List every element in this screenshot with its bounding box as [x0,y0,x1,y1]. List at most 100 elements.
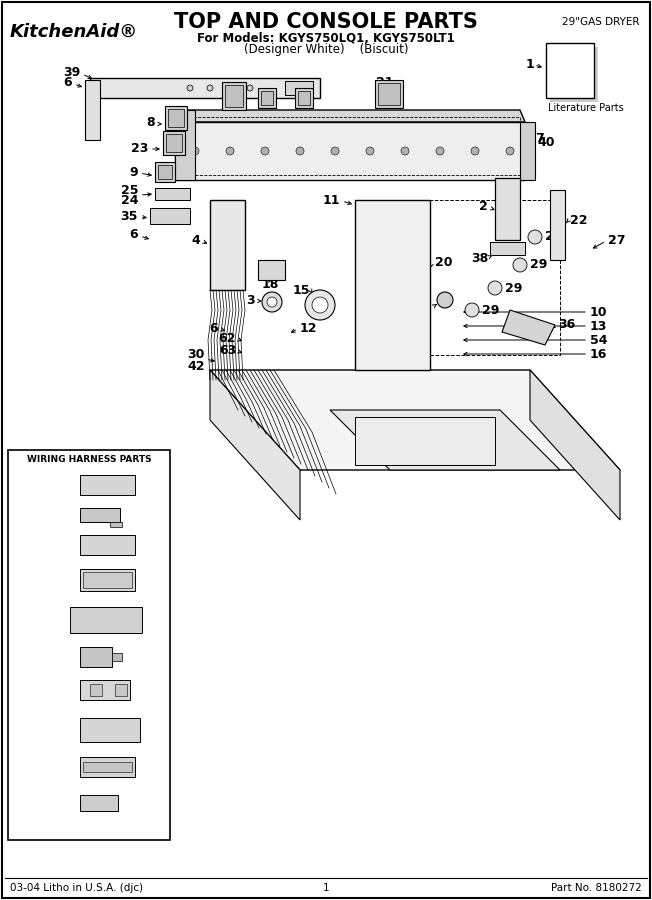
Text: 16: 16 [590,347,608,361]
Text: 63: 63 [219,344,236,356]
Text: 24: 24 [121,194,138,206]
Bar [546,43,594,98]
Text: 29: 29 [505,282,522,294]
Text: 36: 36 [558,319,575,331]
Polygon shape [175,122,525,180]
Bar [158,165,172,179]
Text: 17: 17 [283,84,301,96]
Circle shape [247,85,253,91]
Circle shape [528,230,542,244]
Text: Part No. 8180272: Part No. 8180272 [551,883,642,893]
Polygon shape [550,190,565,260]
Text: 25: 25 [121,184,138,197]
Bar [80,680,130,700]
Bar [375,80,403,108]
Bar [80,475,135,495]
Text: 3: 3 [246,293,255,307]
Bar [225,85,243,107]
Text: 2: 2 [479,201,488,213]
Text: For Models: KGYS750LQ1, KGYS750LT1: For Models: KGYS750LQ1, KGYS750LT1 [197,32,455,44]
Bar [80,757,135,777]
Circle shape [226,147,234,155]
Circle shape [437,292,453,308]
Text: 39: 39 [63,67,80,79]
Circle shape [227,85,233,91]
Text: (Designer White)    (Biscuit): (Designer White) (Biscuit) [244,43,408,57]
Bar [163,131,185,155]
Bar [168,109,184,127]
Polygon shape [210,200,245,290]
Bar [115,684,127,696]
Polygon shape [330,410,560,470]
Text: 33: 33 [35,760,52,773]
Circle shape [261,147,269,155]
Text: 1: 1 [323,883,329,893]
Text: 23: 23 [130,141,148,155]
Bar [355,417,495,465]
Bar [90,684,102,696]
Bar [8,450,170,840]
Polygon shape [210,370,300,520]
Text: 5: 5 [423,299,432,311]
Bar [80,535,135,555]
Text: 32: 32 [35,724,52,736]
Bar [155,188,190,200]
Circle shape [488,281,502,295]
Circle shape [331,147,339,155]
Text: 28: 28 [35,683,52,697]
Text: 9: 9 [129,166,138,178]
Bar [155,162,175,182]
Text: 20: 20 [435,256,452,268]
Polygon shape [85,80,100,140]
Polygon shape [502,310,555,345]
Bar [80,718,140,742]
Bar [110,522,122,527]
Polygon shape [495,178,520,240]
Text: 1: 1 [526,58,535,71]
Text: 26: 26 [35,651,52,663]
Polygon shape [520,122,535,180]
Text: 11: 11 [323,194,340,206]
Text: 10: 10 [590,305,608,319]
Circle shape [401,147,409,155]
Circle shape [191,147,199,155]
Polygon shape [355,200,430,370]
Text: 6: 6 [63,76,72,88]
Circle shape [305,290,335,320]
Text: 13: 13 [590,320,608,332]
Circle shape [506,147,514,155]
Text: 9: 9 [254,84,262,96]
Bar [298,91,310,105]
Text: 37: 37 [35,508,52,521]
Circle shape [312,297,328,313]
Bar [80,569,135,591]
Circle shape [267,297,277,307]
Text: 35: 35 [121,210,138,222]
Polygon shape [258,260,285,280]
Bar [430,200,560,355]
Bar [258,88,276,108]
Polygon shape [550,47,598,102]
Circle shape [465,303,479,317]
Text: 8: 8 [147,116,155,130]
Text: 21: 21 [376,76,394,88]
Circle shape [436,147,444,155]
Text: 18: 18 [261,278,278,292]
Text: Literature Parts: Literature Parts [548,103,624,113]
Circle shape [207,85,213,91]
Polygon shape [90,78,320,98]
Text: 29: 29 [530,258,548,272]
Text: 03-04 Litho in U.S.A. (djc): 03-04 Litho in U.S.A. (djc) [10,883,143,893]
Bar [70,607,142,633]
Text: KitchenAid®: KitchenAid® [10,23,138,41]
Text: 29"GAS DRYER: 29"GAS DRYER [563,17,640,27]
Circle shape [262,292,282,312]
Bar [222,82,246,110]
Text: 27: 27 [608,233,625,247]
Text: 4: 4 [191,233,200,247]
Circle shape [366,147,374,155]
Polygon shape [175,110,195,180]
Text: 29: 29 [545,230,563,244]
Text: 62: 62 [218,331,236,345]
Bar [80,795,118,811]
